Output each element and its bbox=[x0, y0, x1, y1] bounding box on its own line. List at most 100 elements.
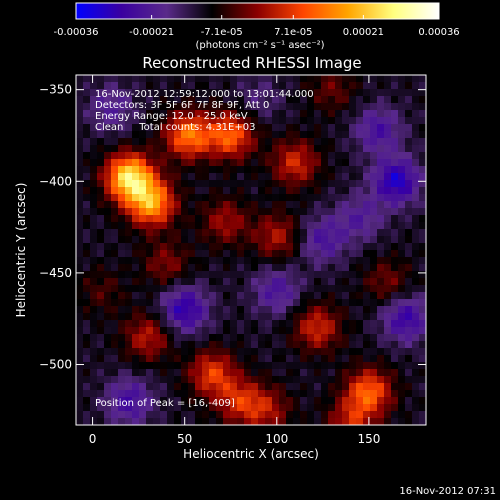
heatmap-cell bbox=[307, 411, 315, 419]
heatmap-cell bbox=[251, 194, 259, 202]
heatmap-cell bbox=[279, 306, 287, 314]
heatmap-cell bbox=[132, 285, 140, 293]
heatmap-cell bbox=[209, 383, 217, 391]
heatmap-cell bbox=[370, 264, 378, 272]
colorbar bbox=[75, 2, 440, 20]
annotation-detectors: Detectors: 3F 5F 6F 7F 8F 9F, Att 0 bbox=[95, 100, 269, 111]
heatmap-cell bbox=[230, 278, 238, 286]
heatmap-cell bbox=[146, 369, 154, 377]
heatmap-cell bbox=[181, 138, 189, 146]
heatmap-cell bbox=[174, 334, 182, 342]
heatmap-cell bbox=[97, 411, 105, 419]
heatmap-cell bbox=[174, 117, 182, 125]
heatmap-cell bbox=[244, 376, 252, 384]
heatmap-cell bbox=[279, 215, 287, 223]
heatmap-cell bbox=[363, 411, 371, 419]
heatmap-cell bbox=[216, 390, 224, 398]
heatmap-cell bbox=[195, 75, 203, 83]
heatmap-cell bbox=[146, 348, 154, 356]
heatmap-cell bbox=[419, 236, 426, 244]
heatmap-cell bbox=[76, 208, 84, 216]
heatmap-cell bbox=[104, 292, 112, 300]
heatmap-cell bbox=[83, 75, 91, 83]
heatmap-cell bbox=[398, 264, 406, 272]
heatmap-cell bbox=[328, 285, 336, 293]
heatmap-cell bbox=[125, 355, 133, 363]
heatmap-cell bbox=[377, 131, 385, 139]
heatmap-cell bbox=[237, 229, 245, 237]
heatmap-cell bbox=[90, 243, 98, 251]
heatmap-cell bbox=[90, 257, 98, 265]
heatmap-cell bbox=[174, 320, 182, 328]
heatmap-cell bbox=[307, 243, 315, 251]
heatmap-cell bbox=[279, 180, 287, 188]
heatmap-cell bbox=[272, 278, 280, 286]
heatmap-cell bbox=[314, 124, 322, 132]
heatmap-cell bbox=[293, 334, 301, 342]
heatmap-cell bbox=[272, 313, 280, 321]
heatmap-cell bbox=[230, 117, 238, 125]
heatmap-cell bbox=[167, 327, 175, 335]
heatmap-cell bbox=[349, 264, 357, 272]
heatmap-cell bbox=[328, 250, 336, 258]
heatmap-cell bbox=[405, 117, 413, 125]
heatmap-cell bbox=[237, 215, 245, 223]
heatmap-cell bbox=[419, 201, 426, 209]
heatmap-cell bbox=[314, 180, 322, 188]
heatmap-cell bbox=[83, 278, 91, 286]
heatmap-cell bbox=[174, 327, 182, 335]
heatmap-cell bbox=[244, 89, 252, 97]
heatmap-cell bbox=[356, 257, 364, 265]
heatmap-cell bbox=[111, 89, 119, 97]
heatmap-cell bbox=[76, 201, 84, 209]
heatmap-cell bbox=[272, 397, 280, 405]
heatmap-cell bbox=[160, 180, 168, 188]
heatmap-cell bbox=[412, 124, 420, 132]
heatmap-cell bbox=[104, 187, 112, 195]
heatmap-cell bbox=[419, 250, 426, 258]
heatmap-cell bbox=[132, 96, 140, 104]
heatmap-cell bbox=[398, 138, 406, 146]
heatmap-cell bbox=[307, 96, 315, 104]
heatmap-cell bbox=[363, 334, 371, 342]
heatmap-cell bbox=[370, 257, 378, 265]
heatmap-cell bbox=[160, 96, 168, 104]
heatmap-cell bbox=[209, 376, 217, 384]
heatmap-cell bbox=[349, 320, 357, 328]
heatmap-cell bbox=[174, 229, 182, 237]
heatmap-cell bbox=[216, 236, 224, 244]
heatmap-cell bbox=[195, 124, 203, 132]
heatmap-cell bbox=[125, 257, 133, 265]
heatmap-cell bbox=[251, 180, 259, 188]
heatmap-cell bbox=[293, 243, 301, 251]
heatmap-cell bbox=[90, 89, 98, 97]
heatmap-cell bbox=[279, 208, 287, 216]
heatmap-cell bbox=[202, 201, 210, 209]
heatmap-cell bbox=[90, 152, 98, 160]
heatmap-cell bbox=[188, 236, 196, 244]
heatmap-cell bbox=[167, 96, 175, 104]
heatmap-cell bbox=[377, 383, 385, 391]
heatmap-cell bbox=[216, 264, 224, 272]
heatmap-cell bbox=[244, 152, 252, 160]
heatmap-cell bbox=[223, 397, 231, 405]
heatmap-cell bbox=[83, 124, 91, 132]
heatmap-cell bbox=[118, 299, 126, 307]
heatmap-cell bbox=[370, 327, 378, 335]
heatmap-cell bbox=[97, 418, 105, 425]
heatmap-cell bbox=[104, 194, 112, 202]
heatmap-cell bbox=[139, 201, 147, 209]
heatmap-cell bbox=[265, 222, 273, 230]
heatmap-cell bbox=[321, 397, 329, 405]
heatmap-cell bbox=[279, 145, 287, 153]
heatmap-cell bbox=[307, 404, 315, 412]
heatmap-cell bbox=[237, 173, 245, 181]
heatmap-cell bbox=[111, 166, 119, 174]
heatmap-cell bbox=[307, 264, 315, 272]
heatmap-cell bbox=[405, 299, 413, 307]
heatmap-cell bbox=[216, 201, 224, 209]
heatmap-cell bbox=[125, 299, 133, 307]
heatmap-cell bbox=[160, 103, 168, 111]
heatmap-cell bbox=[188, 152, 196, 160]
